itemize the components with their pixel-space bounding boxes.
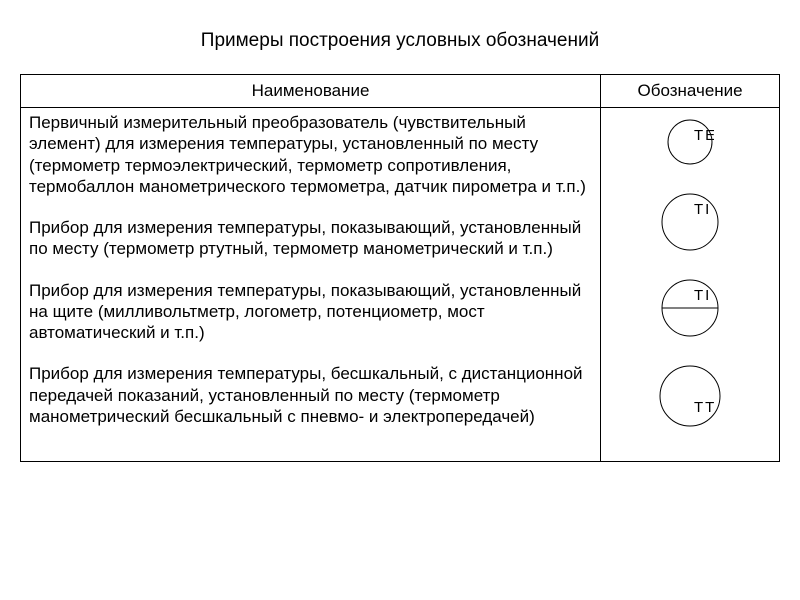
- symbol-cell: TE TI TI TT: [601, 108, 780, 462]
- svg-text:TE: TE: [694, 127, 714, 144]
- instrument-symbol-icon: TI: [660, 192, 720, 252]
- designation-table: Наименование Обозначение Первичный измер…: [20, 74, 780, 462]
- table-header-row: Наименование Обозначение: [21, 75, 780, 108]
- name-cell: Первичный измерительный преобразователь …: [21, 108, 601, 462]
- document-container: Примеры построения условных обозначений …: [0, 0, 800, 482]
- header-name: Наименование: [21, 75, 601, 108]
- svg-text:TI: TI: [694, 287, 711, 304]
- description-text: Прибор для измерения температуры, показы…: [29, 217, 592, 260]
- svg-text:TT: TT: [694, 399, 716, 416]
- description-text: Первичный измерительный преобразователь …: [29, 112, 592, 197]
- page-title: Примеры построения условных обозначений: [20, 30, 780, 52]
- description-text: Прибор для измерения температуры, показы…: [29, 280, 592, 344]
- svg-text:TI: TI: [694, 201, 711, 218]
- header-symbol: Обозначение: [601, 75, 780, 108]
- instrument-symbol-icon: TE: [666, 118, 714, 166]
- instrument-symbol-icon: TT: [658, 364, 722, 428]
- description-text: Прибор для измерения температуры, бесшка…: [29, 363, 592, 427]
- table-row: Первичный измерительный преобразователь …: [21, 108, 780, 462]
- symbol-stack: TE TI TI TT: [609, 112, 771, 428]
- instrument-symbol-icon: TI: [660, 278, 720, 338]
